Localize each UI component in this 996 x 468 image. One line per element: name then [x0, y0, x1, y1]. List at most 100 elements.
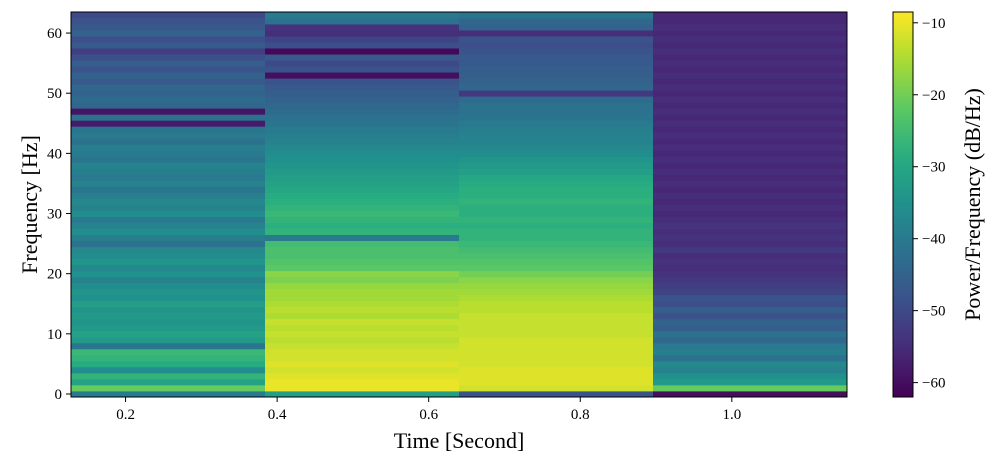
heatmap-cell: [459, 78, 654, 85]
heatmap-cell: [459, 84, 654, 91]
heatmap-cell: [265, 204, 460, 211]
heatmap-cell: [71, 222, 266, 229]
heatmap-cell: [459, 138, 654, 145]
heatmap-cell: [653, 48, 848, 55]
heatmap-cell: [71, 192, 266, 199]
heatmap-cell: [71, 198, 266, 205]
heatmap-cell: [653, 204, 848, 211]
heatmap-cell: [71, 102, 266, 109]
heatmap-cell: [459, 366, 654, 374]
heatmap-cell: [71, 336, 266, 344]
heatmap-cell: [71, 144, 266, 151]
heatmap-cell: [71, 390, 266, 398]
heatmap-cell: [71, 342, 266, 350]
heatmap-cell: [265, 138, 460, 145]
heatmap-cell: [265, 102, 460, 109]
heatmap-cell: [265, 276, 460, 284]
heatmap-cell: [265, 150, 460, 157]
heatmap-cell: [71, 294, 266, 302]
heatmap-cell: [71, 174, 266, 181]
heatmap-cell: [459, 390, 654, 398]
heatmap-cell: [459, 36, 654, 43]
colorbar-tick-label: −10: [922, 16, 945, 32]
heatmap-cell: [71, 348, 266, 356]
heatmap-cell: [71, 168, 266, 175]
heatmap-cell: [653, 54, 848, 61]
heatmap-cell: [653, 126, 848, 133]
heatmap-cell: [459, 270, 654, 278]
heatmap-cell: [265, 90, 460, 97]
heatmap-cell: [265, 36, 460, 43]
heatmap-cell: [265, 366, 460, 374]
heatmap-cell: [265, 48, 460, 55]
heatmap-cell: [459, 294, 654, 302]
heatmap-cell: [265, 210, 460, 217]
heatmap-cell: [71, 90, 266, 97]
heatmap-cell: [265, 324, 460, 332]
heatmap-cell: [265, 348, 460, 356]
heatmap-cell: [265, 384, 460, 392]
heatmap-cell: [71, 72, 266, 79]
heatmap-cell: [459, 264, 654, 272]
heatmap-cell: [265, 216, 460, 223]
heatmap-cell: [71, 258, 266, 266]
heatmap-cell: [459, 258, 654, 266]
heatmap-cell: [653, 144, 848, 151]
heatmap-cell: [459, 144, 654, 151]
heatmap-cell: [265, 168, 460, 175]
heatmap-cell: [459, 288, 654, 296]
heatmap-cell: [653, 132, 848, 139]
heatmap-cell: [265, 228, 460, 235]
heatmap-cell: [265, 42, 460, 49]
heatmap-cell: [459, 168, 654, 175]
heatmap-cell: [653, 198, 848, 205]
heatmap-cell: [265, 234, 460, 241]
heatmap-cell: [459, 234, 654, 241]
heatmap-cell: [265, 342, 460, 350]
heatmap-cell: [71, 228, 266, 235]
heatmap-cell: [265, 336, 460, 344]
heatmap-cell: [459, 240, 654, 248]
heatmap-cell: [459, 120, 654, 127]
heatmap-cell: [265, 222, 460, 229]
heatmap-cell: [71, 18, 266, 25]
heatmap-cell: [265, 162, 460, 169]
heatmap-cell: [653, 258, 848, 266]
heatmap-cell: [265, 180, 460, 187]
heatmap-cell: [653, 300, 848, 308]
heatmap-cell: [265, 372, 460, 380]
heatmap-cell: [653, 156, 848, 163]
heatmap-cell: [265, 378, 460, 386]
heatmap-cell: [459, 114, 654, 121]
heatmap-cell: [653, 90, 848, 97]
colorbar-tick-label: −60: [922, 376, 945, 392]
heatmap-cell: [71, 360, 266, 368]
heatmap-cell: [71, 114, 266, 121]
heatmap-cell: [653, 342, 848, 350]
heatmap-cell: [71, 330, 266, 338]
heatmap-cell: [459, 132, 654, 139]
heatmap-cell: [265, 312, 460, 320]
x-axis-label: Time [Second]: [394, 428, 525, 453]
y-axis: 0 10 20 30 40 50 60: [47, 26, 71, 403]
x-tick-label: 0.2: [116, 407, 135, 423]
heatmap-cell: [653, 372, 848, 380]
heatmap-cell: [265, 300, 460, 308]
colorbar: [892, 11, 914, 398]
heatmap-cell: [265, 246, 460, 254]
heatmap-cell: [459, 12, 654, 19]
heatmap-cell: [459, 192, 654, 199]
heatmap-cell: [71, 132, 266, 139]
heatmap-cell: [71, 36, 266, 43]
colorbar-tick-label: −40: [922, 232, 945, 248]
heatmap-cell: [265, 294, 460, 302]
heatmap-cell: [265, 72, 460, 79]
heatmap-cell: [71, 246, 266, 254]
heatmap-cell: [653, 330, 848, 338]
heatmap-cell: [653, 246, 848, 254]
heatmap-cell: [459, 282, 654, 290]
heatmap-cell: [653, 42, 848, 49]
heatmap-cell: [459, 210, 654, 217]
heatmap-cell: [653, 312, 848, 320]
heatmap-cell: [653, 174, 848, 181]
